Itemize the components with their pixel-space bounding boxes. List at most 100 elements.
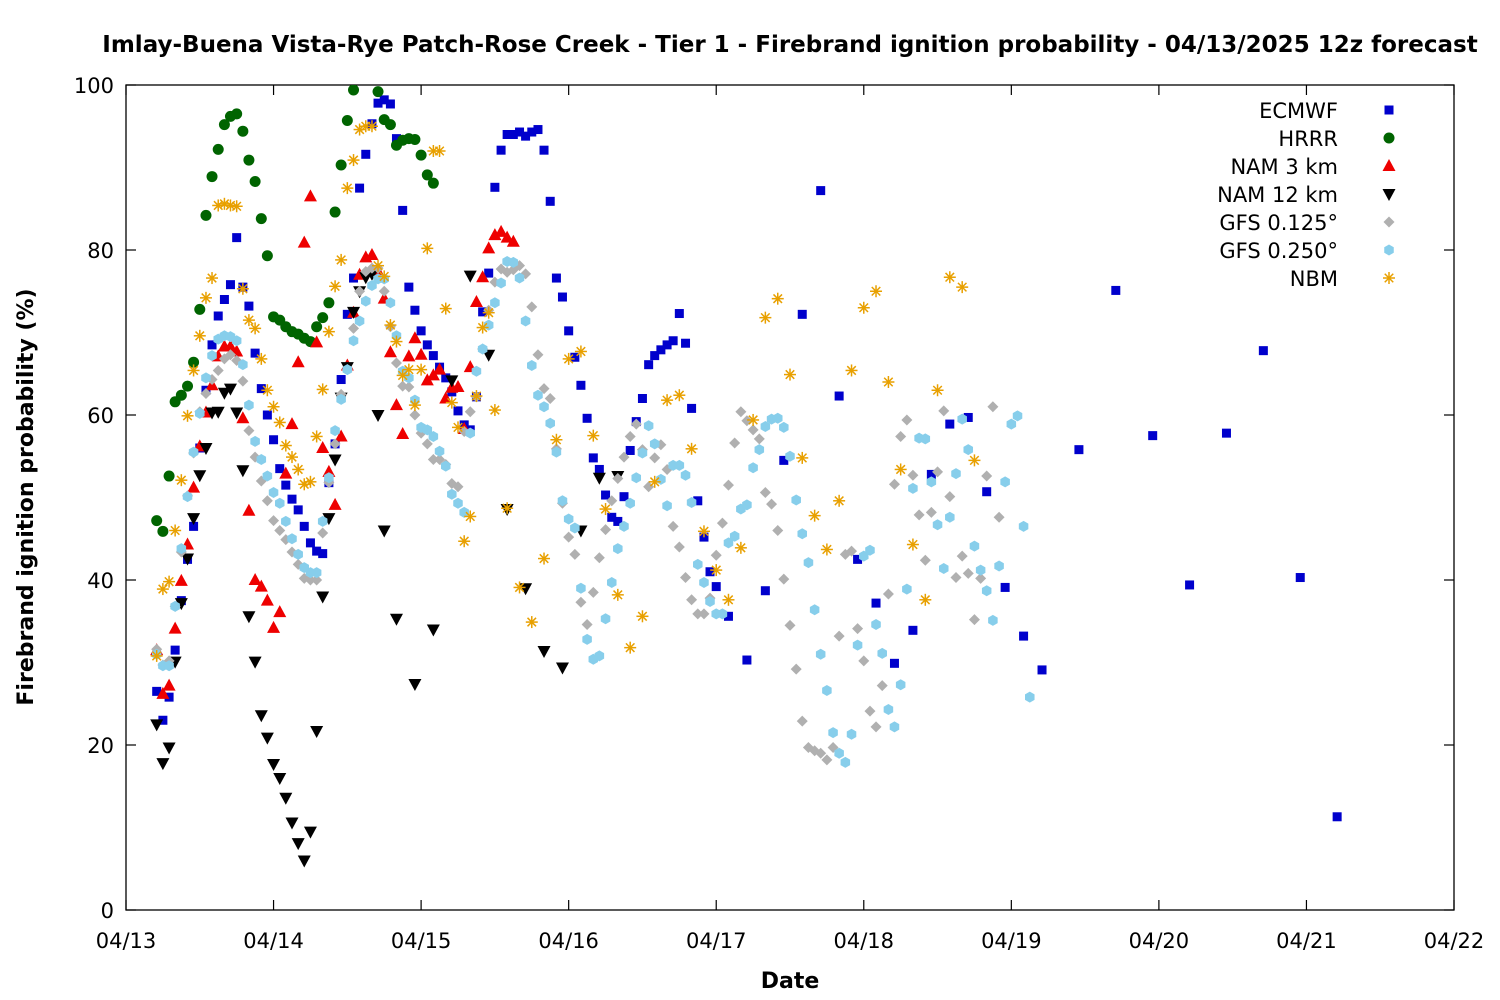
data-point [624,641,637,654]
data-point [279,439,292,452]
data-point [784,368,796,381]
data-point [267,400,280,413]
data-point [262,410,272,420]
data-point [242,611,256,624]
data-point [428,351,438,361]
data-point [170,600,180,612]
y-axis-label: Firebrand ignition probability (%) [14,288,39,705]
data-point [445,396,458,409]
data-point [606,495,618,507]
data-point [963,412,973,422]
data-point [931,384,944,397]
data-point [303,189,317,202]
data-point [925,506,937,518]
data-point [322,325,335,338]
data-point [212,143,224,155]
data-point [932,519,943,531]
data-point [699,576,709,588]
data-point [779,421,789,433]
data-point [649,438,660,450]
data-point [182,491,193,503]
data-point [502,130,512,139]
plot-frame [125,84,1455,911]
data-point [630,418,642,430]
data-point [336,375,346,385]
data-point [408,399,421,412]
data-point [882,376,895,388]
data-point [656,345,666,355]
data-point [895,679,906,691]
data-point [248,573,262,585]
legend: ECMWF HRRR NAM 3 km NAM 12 km GFS 0.125° GFS … [1217,99,1396,291]
data-point [187,513,201,526]
data-point [207,340,217,350]
data-point [194,303,206,315]
data-point [230,200,243,213]
data-point [1025,691,1035,703]
x-tick-label: 04/17 [686,929,747,953]
data-point [285,817,299,830]
data-point [618,451,630,463]
data-point [349,273,359,283]
data-point [299,521,309,531]
data-point [833,494,846,507]
data-point [415,149,427,161]
data-point [403,381,415,393]
data-point [390,357,402,369]
x-tick-label: 04/20 [1129,929,1190,953]
data-point [260,732,274,745]
data-point [680,469,691,481]
data-point [692,608,704,620]
data-point [200,209,212,221]
data-point [371,410,385,422]
data-point [686,594,698,606]
data-point [521,131,531,141]
data-point [200,388,212,400]
data-point [982,487,992,497]
data-point [532,349,544,361]
data-point [882,588,894,600]
data-point [463,270,477,283]
data-point [506,234,520,247]
data-point [201,372,211,384]
data-point [281,515,291,527]
data-point [199,443,213,455]
data-point [416,326,426,336]
data-point [515,127,525,137]
y-tick-label: 60 [87,404,114,428]
data-point [1148,431,1158,441]
data-point [323,297,335,309]
data-point [291,838,305,851]
data-point [833,630,845,642]
legend-marker [1382,159,1396,171]
data-point [324,472,334,484]
data-point [772,412,783,424]
data-point [803,557,814,569]
data-point [520,315,531,327]
data-point [458,535,471,548]
data-point [760,421,771,433]
data-point [637,447,648,459]
data-point [853,554,863,564]
data-point [754,444,765,456]
data-point [864,705,876,717]
data-point [734,541,747,554]
data-point [968,614,980,626]
data-point [236,465,250,478]
data-point [906,538,919,551]
data-point [533,389,543,401]
data-point [274,525,286,536]
data-point [870,285,883,298]
data-point [570,522,580,534]
data-point [348,85,360,96]
data-point [711,582,721,592]
legend-label: HRRR [1278,127,1338,151]
data-point [943,271,956,284]
data-point [181,553,195,566]
data-point [852,623,864,635]
data-point [796,451,809,464]
data-point [341,182,354,195]
data-point [753,433,765,445]
data-point [243,425,255,437]
data-point [175,474,188,487]
